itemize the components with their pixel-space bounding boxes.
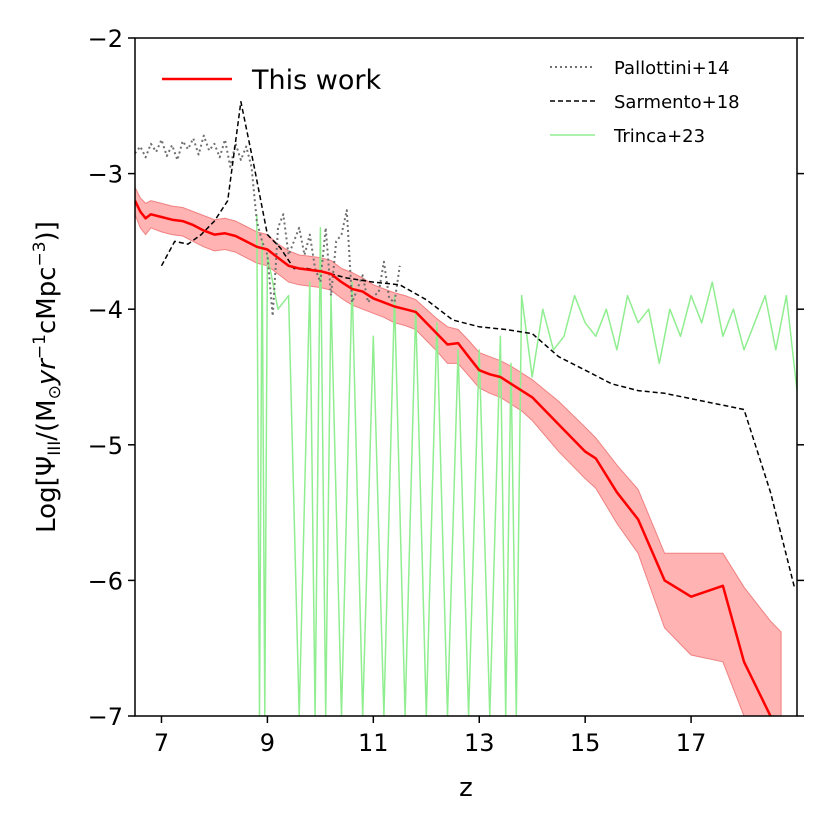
y-axis-label-sup2: −3 — [30, 241, 50, 266]
series-line-trinca-23 — [256, 214, 797, 716]
y-axis-ticks: −7 −6 −5 −4 −3 −2 — [88, 25, 804, 731]
y-axis-label-sub: III — [45, 441, 65, 456]
x-tick-label: 9 — [260, 729, 275, 757]
legend-this-work: This work — [162, 65, 381, 96]
y-axis-label-mid: /(M — [32, 399, 62, 440]
legend-label-pallottini: Pallottini+14 — [614, 58, 730, 79]
series-line-sarmento-18 — [160, 100, 796, 588]
y-axis-label: Log[ΨIII/(M⊙yr−1cMpc−3)] — [30, 221, 65, 533]
band-this-work — [135, 186, 782, 716]
y-tick-label: −4 — [88, 296, 123, 324]
y-axis-label-sup1: −1 — [30, 334, 50, 359]
x-tick-label: 17 — [676, 729, 707, 757]
chart-fill-layer — [135, 186, 782, 716]
y-tick-label: −7 — [88, 703, 123, 731]
x-tick-label: 7 — [154, 729, 169, 757]
legend-label-this-work: This work — [251, 65, 381, 96]
legend-label-sarmento: Sarmento+18 — [614, 92, 740, 113]
x-axis-ticks: 7 9 11 13 15 17 — [154, 716, 707, 757]
y-tick-label: −2 — [88, 25, 123, 53]
y-axis-label-prefix: Log[Ψ — [32, 456, 62, 533]
legend-label-trinca: Trinca+23 — [613, 126, 705, 147]
y-tick-label: −6 — [88, 567, 123, 595]
y-axis-label-yr: yr — [32, 357, 62, 386]
chart-frame — [134, 37, 798, 717]
y-tick-label: −5 — [88, 432, 123, 460]
x-tick-label: 11 — [358, 729, 389, 757]
x-axis-label: z — [459, 773, 473, 803]
x-tick-label: 15 — [570, 729, 601, 757]
series-line-this-work — [135, 200, 773, 716]
chart-series-layer — [135, 100, 797, 716]
y-axis-label-odot: ⊙ — [45, 385, 65, 399]
plot-frame — [134, 37, 798, 717]
legend-references: Pallottini+14 Sarmento+18 Trinca+23 — [550, 58, 740, 147]
y-axis-label-unit: cMpc — [32, 266, 62, 334]
x-tick-label: 13 — [464, 729, 495, 757]
y-tick-label: −3 — [88, 161, 123, 189]
y-axis-label-suffix: )] — [32, 221, 62, 241]
